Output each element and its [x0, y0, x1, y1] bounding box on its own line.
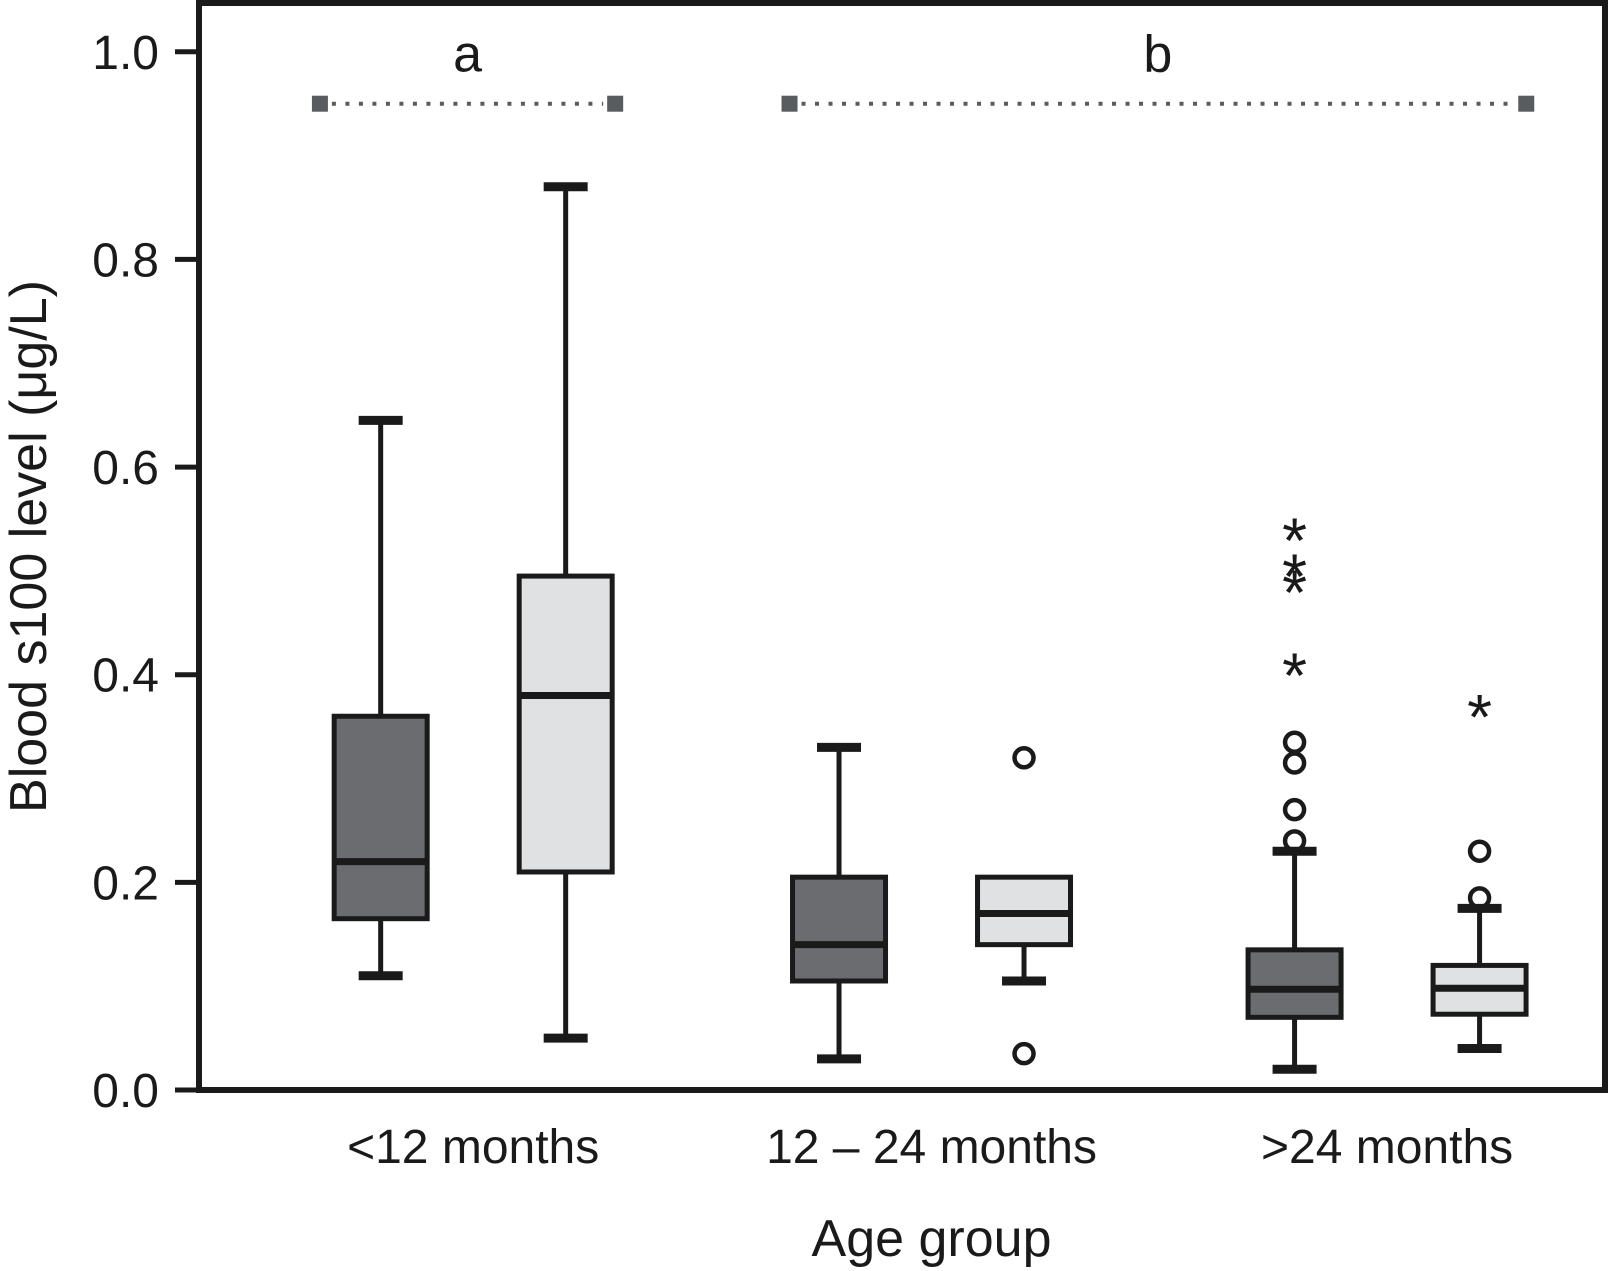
- outlier-asterisk: *: [1467, 681, 1492, 753]
- y-tick-label: 0.2: [92, 857, 159, 910]
- outlier-asterisk: *: [1282, 541, 1307, 613]
- x-category-label: 12 – 24 months: [766, 1121, 1097, 1174]
- y-tick-label: 0.6: [92, 442, 159, 495]
- outlier-circle: [1467, 839, 1492, 863]
- box-dark-gray-group1: [331, 713, 430, 922]
- outlier-circle: [1282, 751, 1307, 775]
- box-dark-gray-group3: [1245, 947, 1344, 1020]
- outlier-asterisk: *: [1282, 556, 1307, 628]
- bracket-endpoint: [607, 95, 624, 112]
- y-tick-label: 0.8: [92, 234, 159, 287]
- outlier-asterisk: *: [1282, 504, 1307, 576]
- bracket-endpoint: [311, 95, 328, 112]
- outlier-circle: [1012, 1041, 1036, 1066]
- outlier-circle: [1467, 886, 1492, 910]
- bracket-label-a: a: [453, 26, 482, 84]
- bracket-endpoint: [1518, 95, 1535, 112]
- bracket-label-b: b: [1143, 26, 1172, 84]
- outlier-circle: [1282, 730, 1307, 754]
- x-axis-title: Age group: [812, 1210, 1052, 1268]
- y-tick-label: 0.0: [92, 1065, 159, 1118]
- box-light-gray-group1: [516, 573, 615, 875]
- outlier-circle: [1012, 746, 1036, 770]
- outlier-circle: [1282, 797, 1307, 822]
- outlier-circle: [1282, 829, 1307, 853]
- x-category-label: <12 months: [347, 1121, 599, 1174]
- plot-frame: [196, 0, 1608, 1093]
- y-tick-label: 0.4: [92, 650, 159, 703]
- bracket-endpoint: [781, 95, 798, 112]
- y-tick-label: 1.0: [92, 27, 159, 80]
- y-axis-title: Blood s100 level (μg/L): [0, 280, 58, 813]
- outlier-asterisk: *: [1282, 639, 1307, 711]
- x-category-label: >24 months: [1261, 1121, 1513, 1174]
- box-dark-gray-group2: [790, 874, 889, 984]
